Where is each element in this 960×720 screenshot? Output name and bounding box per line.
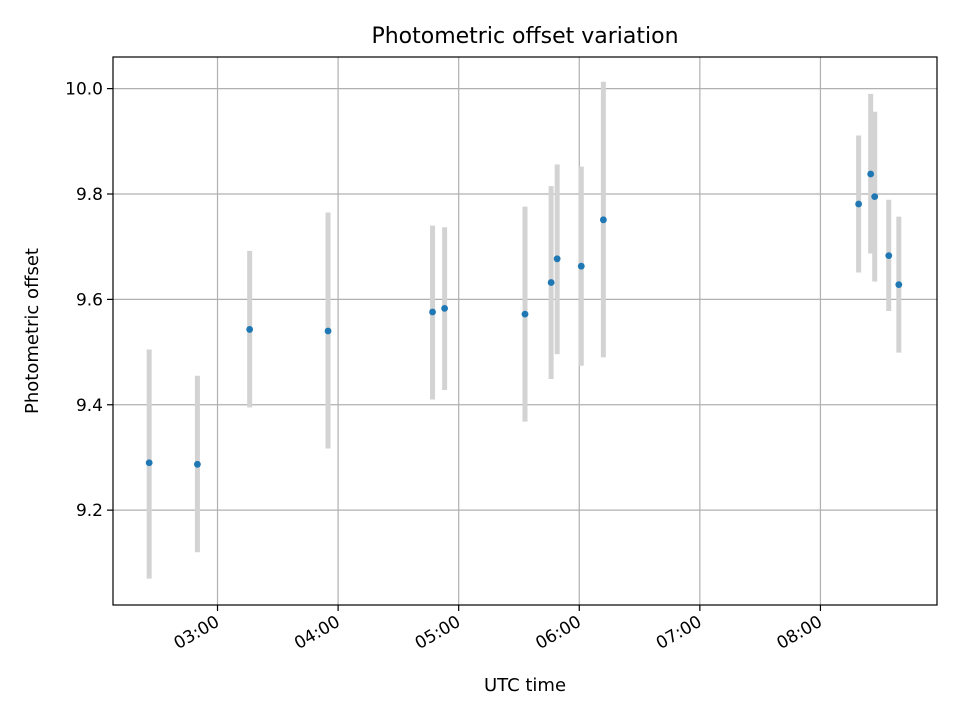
data-point [855, 200, 863, 208]
data-point [867, 170, 875, 178]
y-tick-label: 9.8 [76, 185, 103, 205]
data-point [441, 304, 449, 312]
data-point [871, 193, 879, 201]
y-tick-label: 10.0 [65, 80, 103, 100]
data-point [577, 262, 585, 270]
data-point [246, 326, 254, 333]
data-point [429, 308, 436, 316]
y-tick-label: 9.4 [76, 396, 103, 416]
data-point [885, 252, 893, 260]
chart-title: Photometric offset variation [371, 24, 678, 49]
x-axis-title: UTC time [484, 675, 566, 696]
data-point [895, 281, 903, 289]
y-tick-label: 9.2 [76, 501, 103, 521]
data-point [521, 310, 529, 318]
y-tick-label: 9.6 [76, 290, 103, 310]
data-point [145, 459, 153, 467]
data-point [547, 279, 555, 286]
data-point [599, 216, 607, 224]
point-layer [145, 170, 903, 468]
plot-frame [112, 56, 938, 606]
data-point [553, 255, 561, 263]
y-axis-title: Photometric offset [22, 248, 43, 414]
data-point [324, 327, 332, 335]
data-point [194, 460, 201, 468]
